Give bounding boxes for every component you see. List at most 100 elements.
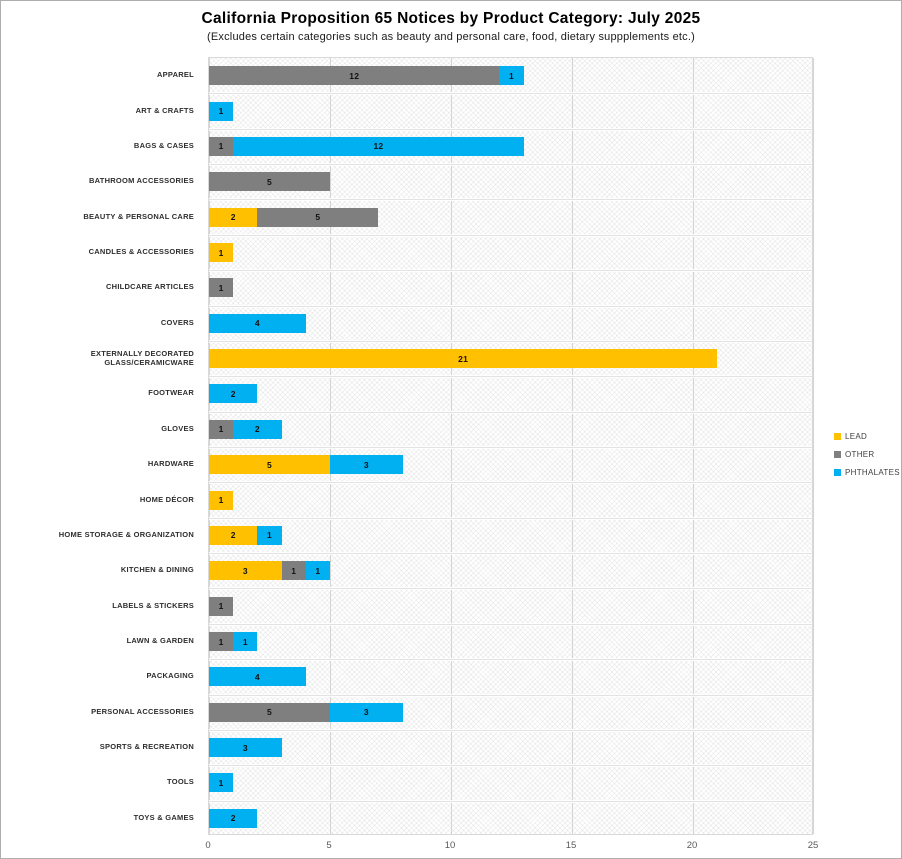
band-separator-line bbox=[209, 164, 812, 166]
bar-data-label: 3 bbox=[363, 459, 369, 470]
bar-segment-phthalates: 2 bbox=[209, 808, 258, 828]
bar-segment-other: 1 bbox=[209, 596, 234, 616]
category-label: CHILDCARE ARTICLES bbox=[106, 282, 194, 292]
bar-segment-other: 1 bbox=[209, 419, 234, 439]
band-separator-line bbox=[209, 270, 812, 272]
bar-data-label: 2 bbox=[230, 813, 236, 824]
legend-marker-icon bbox=[834, 450, 841, 458]
bar-data-label: 1 bbox=[218, 141, 224, 152]
band-separator-line bbox=[209, 199, 812, 201]
category-label: COVERS bbox=[160, 317, 194, 327]
plot-area: 12 1 1 1 12 5 2 5 1 1 4 21 2 1 2 5 3 1 2 1 3 1 1 1 1 1 4 5 3 3 1 2 bbox=[208, 57, 814, 835]
category-label: BEAUTY & PERSONAL CARE bbox=[83, 211, 194, 221]
category-label: GLOVES bbox=[161, 423, 194, 433]
legend: LEAD OTHER PHTHALATES bbox=[834, 427, 900, 481]
x-tick-label: 25 bbox=[807, 840, 819, 851]
bar-segment-phthalates: 2 bbox=[233, 419, 282, 439]
vertical-gridline bbox=[572, 58, 573, 834]
bar-data-label: 4 bbox=[254, 318, 260, 329]
bar-segment-phthalates: 2 bbox=[209, 384, 258, 404]
bar-segment-phthalates: 1 bbox=[499, 66, 524, 86]
legend-item-lead: LEAD bbox=[834, 427, 900, 445]
bar-data-label: 1 bbox=[218, 777, 224, 788]
band-separator-line bbox=[209, 411, 812, 413]
band-separator-line bbox=[209, 128, 812, 130]
category-label: BATHROOM ACCESSORIES bbox=[88, 176, 194, 186]
x-tick-label: 10 bbox=[444, 840, 456, 851]
category-label: LAWN & GARDEN bbox=[126, 635, 194, 645]
chart-subtitle: (Excludes certain categories such as bea… bbox=[207, 31, 695, 43]
bar-data-label: 1 bbox=[315, 565, 321, 576]
category-label: PACKAGING bbox=[146, 671, 194, 681]
bar-data-label: 1 bbox=[242, 636, 248, 647]
category-label: SPORTS & RECREATION bbox=[99, 742, 194, 752]
bar-segment-lead: 2 bbox=[209, 207, 258, 227]
legend-marker-icon bbox=[834, 432, 841, 440]
bar-segment-phthalates: 4 bbox=[209, 313, 306, 333]
category-label: TOOLS bbox=[167, 777, 194, 787]
bar-data-label: 3 bbox=[363, 707, 369, 718]
legend-marker-icon bbox=[834, 468, 841, 476]
bar-data-label: 1 bbox=[218, 495, 224, 506]
bar-data-label: 1 bbox=[218, 636, 224, 647]
bar-data-label: 5 bbox=[315, 212, 321, 223]
bar-data-label: 21 bbox=[458, 353, 469, 364]
band-separator-line bbox=[209, 93, 812, 95]
bar-segment-other: 1 bbox=[281, 561, 306, 581]
band-separator-line bbox=[209, 659, 812, 661]
band-separator-line bbox=[209, 447, 812, 448]
legend-label: LEAD bbox=[845, 431, 868, 441]
bar-segment-phthalates: 1 bbox=[233, 632, 258, 651]
band-separator-line bbox=[209, 340, 812, 342]
category-label: ART & CRAFTS bbox=[135, 105, 194, 115]
bar-segment-phthalates: 12 bbox=[233, 136, 524, 156]
legend-label: OTHER bbox=[845, 449, 875, 459]
bar-segment-phthalates: 3 bbox=[330, 455, 403, 475]
bar-data-label: 5 bbox=[267, 707, 272, 718]
bar-segment-phthalates: 1 bbox=[209, 773, 234, 793]
category-label: APPAREL bbox=[156, 70, 194, 80]
legend-label: PHTHALATES bbox=[845, 467, 900, 477]
bar-data-label: 2 bbox=[230, 388, 236, 399]
bar-segment-phthalates: 1 bbox=[257, 525, 282, 545]
category-label: HOME STORAGE & ORGANIZATION bbox=[58, 529, 194, 539]
bar-segment-lead: 2 bbox=[209, 525, 258, 545]
bar-segment-other: 5 bbox=[209, 172, 330, 192]
bar-segment-other: 1 bbox=[209, 278, 234, 298]
band-separator-line bbox=[209, 694, 812, 696]
vertical-gridline bbox=[330, 58, 331, 834]
bar-data-label: 1 bbox=[218, 601, 224, 612]
bar-segment-phthalates: 4 bbox=[209, 667, 306, 687]
vertical-gridline bbox=[693, 58, 694, 834]
category-label: KITCHEN & DINING bbox=[120, 565, 194, 575]
bar-data-label: 5 bbox=[267, 459, 272, 470]
bar-data-label: 4 bbox=[254, 671, 260, 682]
vertical-gridline bbox=[813, 58, 814, 834]
bar-data-label: 12 bbox=[349, 70, 360, 81]
chart-title: California Proposition 65 Notices by Pro… bbox=[201, 10, 701, 27]
legend-item-phthalates: PHTHALATES bbox=[834, 463, 900, 481]
bar-data-label: 1 bbox=[218, 247, 224, 258]
bar-data-label: 1 bbox=[218, 106, 224, 117]
bar-segment-other: 5 bbox=[257, 207, 379, 227]
bar-segment-other: 12 bbox=[209, 66, 500, 86]
bar-data-label: 3 bbox=[242, 742, 248, 753]
bar-segment-lead: 1 bbox=[209, 490, 234, 510]
vertical-gridline bbox=[451, 58, 452, 834]
category-label: HOME DÉCOR bbox=[139, 494, 194, 504]
bar-segment-lead: 3 bbox=[209, 561, 282, 581]
bar-data-label: 2 bbox=[230, 212, 236, 223]
x-tick-label: 0 bbox=[205, 840, 211, 851]
bar-data-label: 2 bbox=[254, 424, 260, 435]
x-tick-label: 5 bbox=[326, 840, 332, 851]
x-tick-label: 20 bbox=[686, 840, 698, 851]
band-separator-line bbox=[209, 729, 812, 731]
category-label: CANDLES & ACCESSORIES bbox=[88, 246, 194, 256]
category-label: BAGS & CASES bbox=[133, 140, 194, 150]
x-tick-label: 15 bbox=[565, 840, 577, 851]
x-axis: 0 5 10 15 20 25 bbox=[1, 840, 901, 854]
band-separator-line bbox=[209, 623, 812, 625]
band-separator-line bbox=[209, 482, 812, 484]
bar-segment-other: 5 bbox=[209, 702, 330, 722]
band-separator-line bbox=[209, 305, 812, 307]
